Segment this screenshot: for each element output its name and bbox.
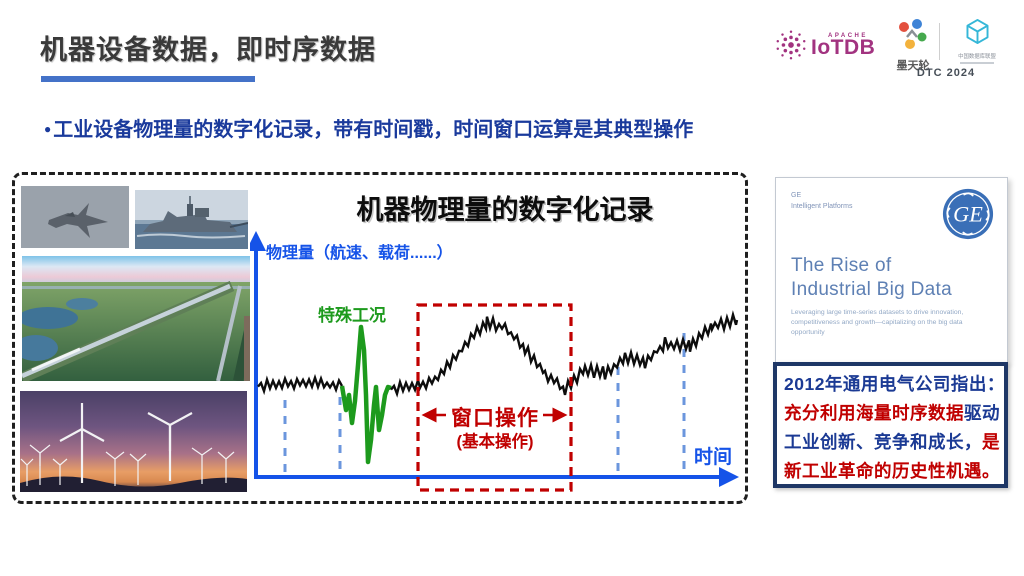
dbunion-logo: 中国数据库联盟	[950, 18, 1004, 64]
iotdb-logo: APACHE IoTDB	[774, 26, 875, 64]
ge-logo-icon: GE	[942, 188, 994, 240]
time-window-guides	[283, 333, 686, 477]
ge-brand-line1: GE	[791, 192, 802, 199]
dtc-2024-label: DTC 2024	[916, 67, 976, 79]
fighter-jet-image	[21, 186, 129, 248]
iotdb-wordmark: IoTDB	[811, 35, 876, 59]
window-operation-sublabel: (基本操作)	[456, 433, 534, 451]
diagram-panel	[12, 172, 748, 504]
series-curve-left	[257, 373, 344, 396]
modb-label: 墨天轮	[896, 60, 930, 72]
ge-report-cover: GE Intelligent Platforms GE The Rise of …	[775, 177, 1008, 363]
timeseries-chart	[250, 231, 739, 492]
cube-icon	[966, 18, 988, 45]
warship-image	[135, 190, 248, 249]
ge-report-subtitle: Leveraging large time-series datasets to…	[791, 309, 964, 337]
iotdb-starburst-icon	[776, 30, 806, 60]
special-condition-label: 特殊工况	[318, 306, 386, 325]
ge-title-line1: The Rise of	[791, 255, 892, 276]
title-underline-bar	[41, 76, 255, 82]
bullet-text: 工业设备物理量的数字化记录，带有时间戳，时间窗口运算是其典型操作	[53, 119, 694, 141]
ge-title-line2: Industrial Big Data	[791, 278, 952, 300]
special-condition-curve	[339, 324, 392, 465]
window-operation-box	[416, 303, 573, 492]
logo-divider	[939, 23, 940, 60]
window-operation-label: 窗口操作	[451, 407, 539, 430]
aerial-railway-image	[22, 256, 250, 381]
modb-logo: 墨天轮	[893, 18, 933, 73]
ge-quote-box: 2012年通用电气公司指出： 充分利用海量时序数据驱动 工业创新、竞争和成长，是 新工…	[773, 362, 1008, 488]
x-axis-label: 时间	[694, 447, 733, 468]
logo-strip: APACHE IoTDB 墨天轮	[774, 18, 1010, 82]
bullet-line: ● 工业设备物理量的数字化记录，带有时间戳，时间窗口运算是其典型操作	[44, 113, 693, 142]
series-curve-right	[390, 310, 739, 398]
modb-pinwheel-icon	[899, 19, 927, 49]
y-axis-label: 物理量（航速、载荷......）	[266, 245, 453, 262]
ge-brand-text: GE Intelligent Platforms	[791, 191, 852, 212]
apache-label: APACHE	[828, 32, 868, 39]
ge-report-title: The Rise of Industrial Big Data	[791, 254, 952, 302]
chart-title: 机器物理量的数字化记录	[356, 195, 654, 225]
ge-brand-line2: Intelligent Platforms	[791, 202, 853, 210]
dbunion-subtext-placeholder	[960, 62, 994, 64]
quote-line: 2012年通用电气公司指出：	[784, 374, 1005, 394]
bullet-icon: ●	[44, 122, 52, 136]
quote-line: 新工业革命的历史性机遇。	[784, 461, 1000, 481]
svg-text:GE: GE	[953, 201, 983, 226]
wind-turbines-image	[20, 391, 247, 492]
quote-line: 工业创新、竞争和成长，是	[784, 432, 1000, 452]
page-title: 机器设备数据，即时序数据	[40, 35, 376, 65]
dbunion-label: 中国数据库联盟	[958, 54, 996, 60]
quote-line: 充分利用海量时序数据驱动	[784, 403, 1000, 423]
